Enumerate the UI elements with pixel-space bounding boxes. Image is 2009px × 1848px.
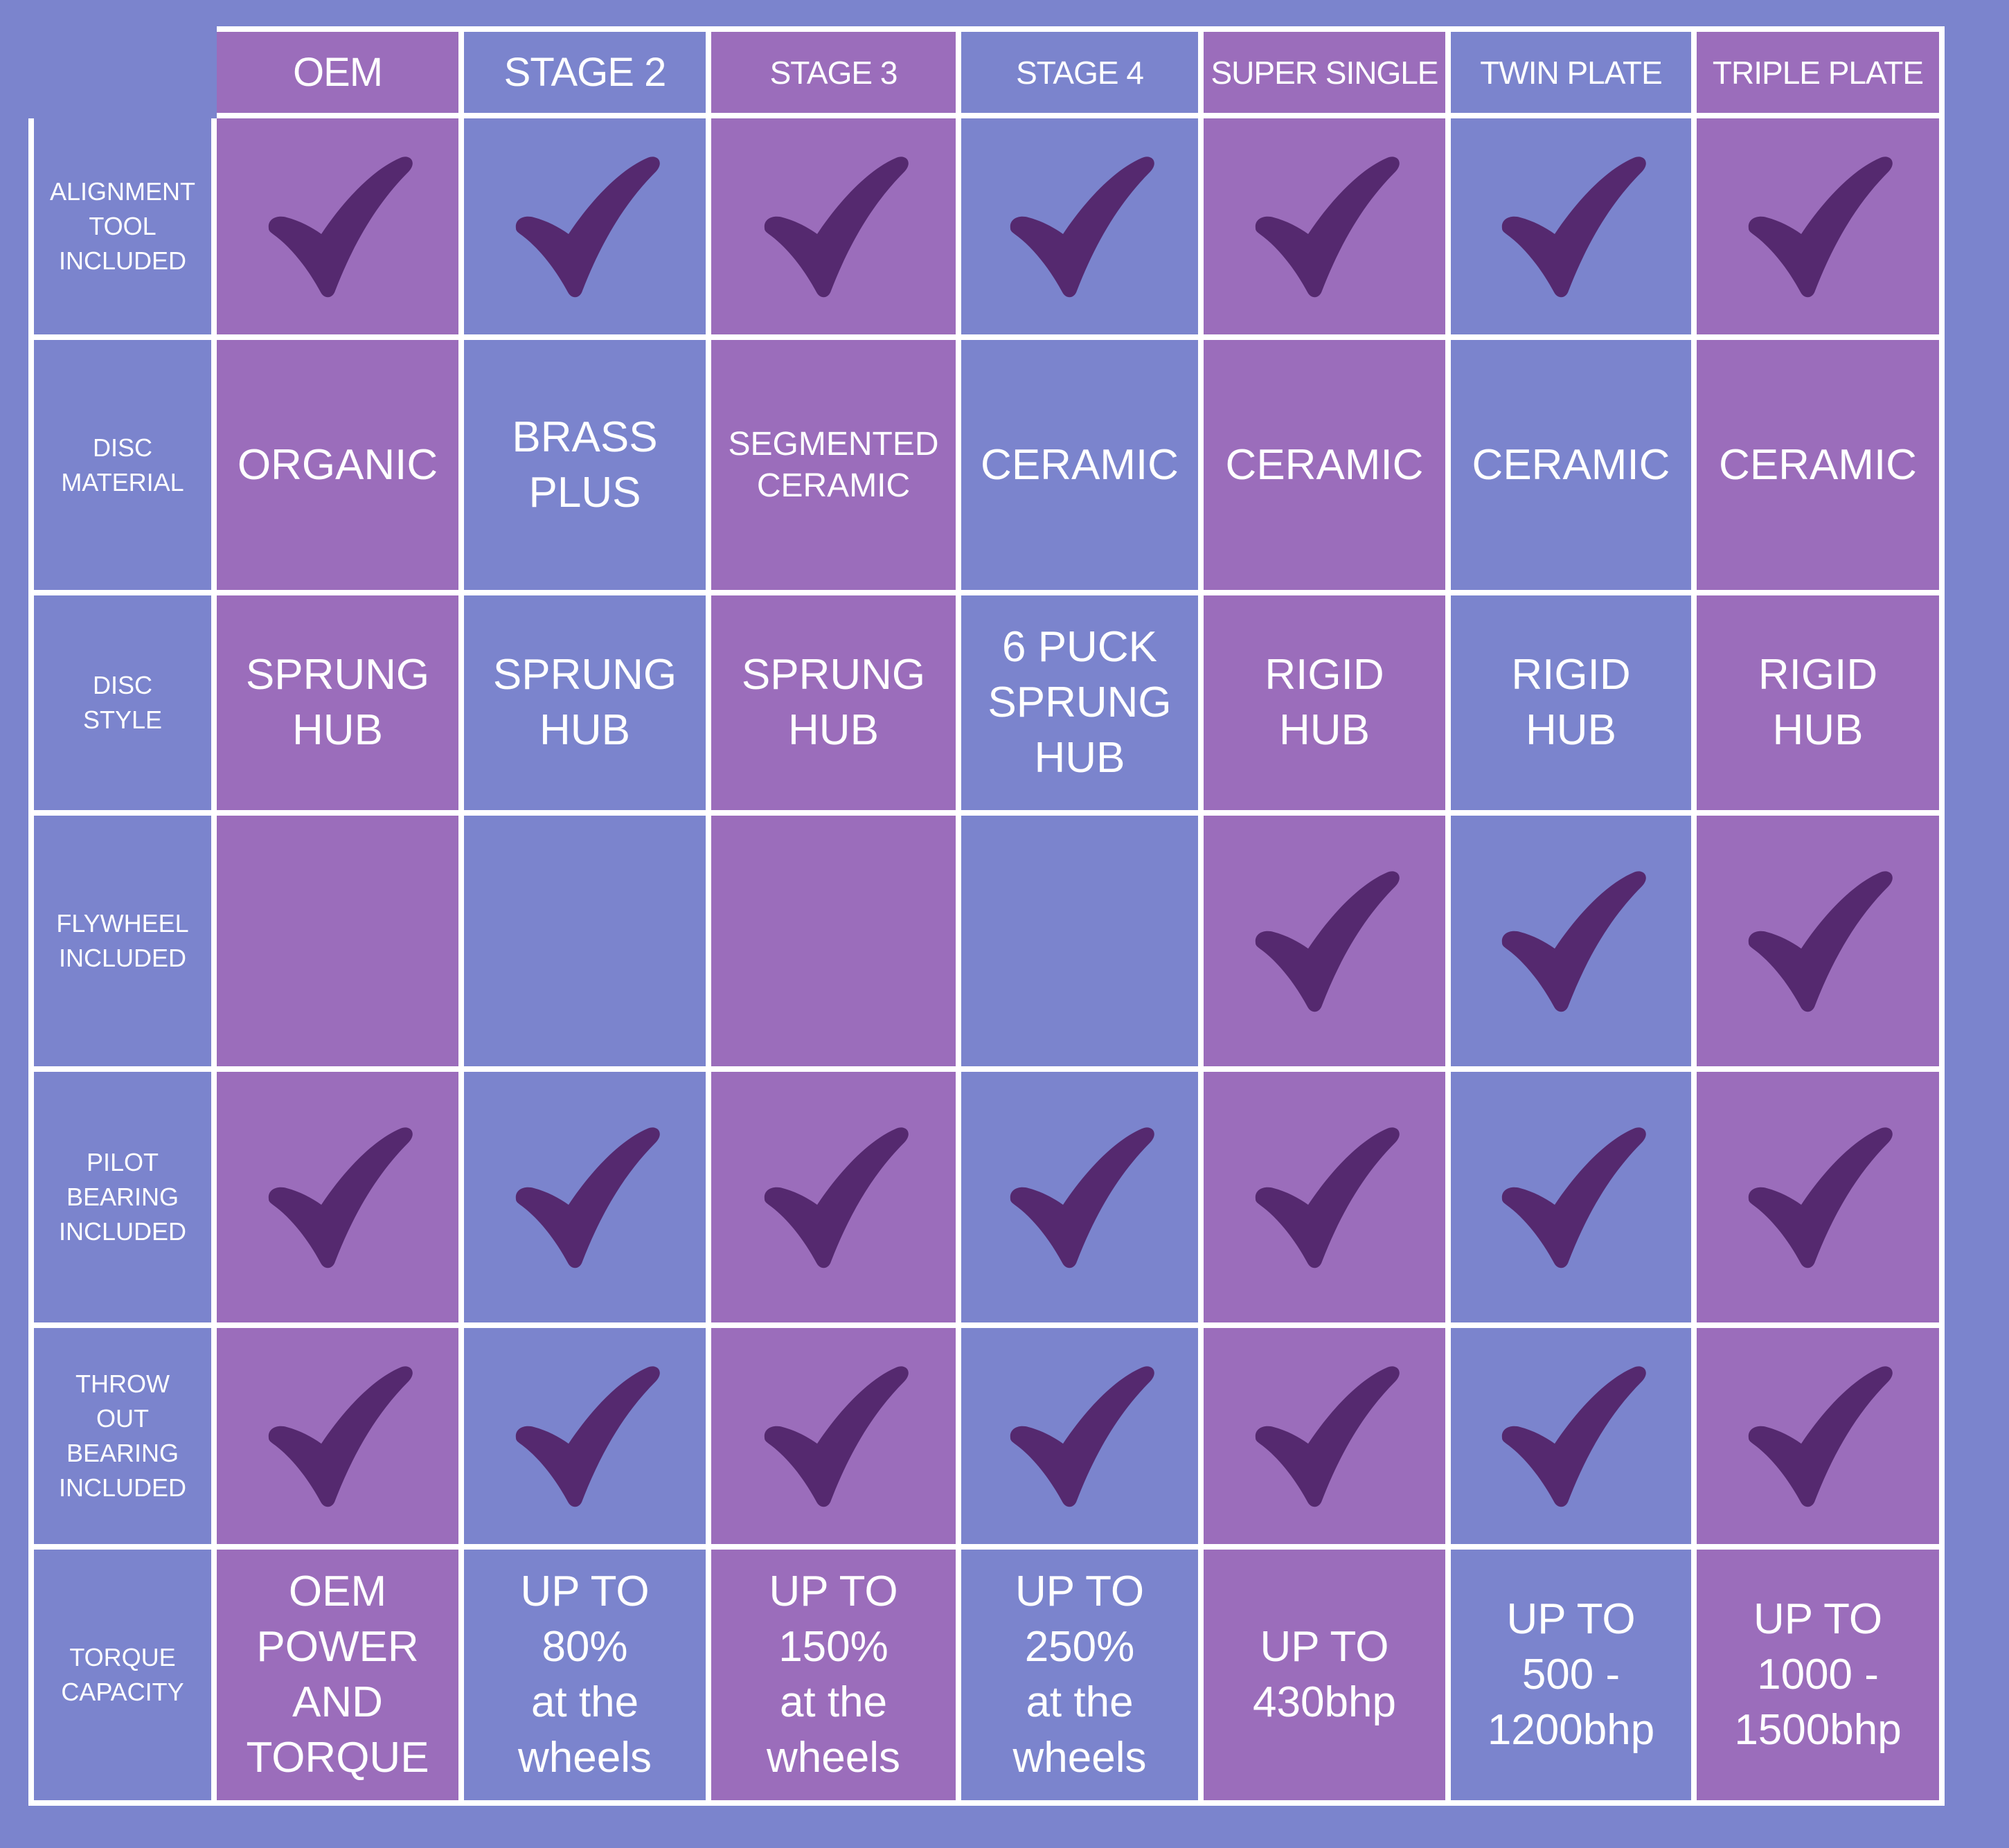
check-icon [268, 156, 413, 297]
row-label-disc-style: DISC STYLE [34, 595, 211, 810]
table-cell-value: ORGANIC [217, 340, 458, 590]
table-cell-value: CERAMIC [961, 340, 1198, 590]
table-cell-check [1697, 1072, 1939, 1322]
table-cell-value: SEGMENTED CERAMIC [711, 340, 956, 590]
check-icon [515, 1127, 660, 1268]
table-cell-value: UP TO 80% at the wheels [464, 1550, 706, 1800]
table-cell-check [217, 1072, 458, 1322]
table-cell-value: CERAMIC [1204, 340, 1445, 590]
check-icon [764, 1365, 909, 1507]
check-icon [1255, 870, 1400, 1012]
table-cell-check [1451, 816, 1691, 1066]
table-corner [28, 26, 217, 118]
check-icon [1748, 1127, 1893, 1268]
table-cell-value: CERAMIC [1451, 340, 1691, 590]
check-icon [268, 1365, 413, 1507]
column-header-stage-4: STAGE 4 [961, 32, 1198, 113]
table-cell-empty [711, 816, 956, 1066]
table-cell-value: OEM POWER AND TORQUE [217, 1550, 458, 1800]
table-cell-check [711, 1072, 956, 1322]
check-icon [1748, 156, 1893, 297]
row-label-disc-material: DISC MATERIAL [34, 340, 211, 590]
table-cell-empty [217, 816, 458, 1066]
check-icon [1010, 156, 1154, 297]
row-label-alignment-tool-included: ALIGNMENT TOOL INCLUDED [34, 118, 211, 334]
table-cell-check [217, 118, 458, 334]
check-icon [1255, 1365, 1400, 1507]
check-icon [1501, 156, 1646, 297]
check-icon [515, 1365, 660, 1507]
table-cell-value: SPRUNG HUB [217, 595, 458, 810]
table-cell-value: UP TO 430bhp [1204, 1550, 1445, 1800]
column-header-oem: OEM [217, 32, 458, 113]
check-icon [1501, 1127, 1646, 1268]
row-label-throw-out-bearing-included: THROW OUT BEARING INCLUDED [34, 1328, 211, 1544]
table-cell-check [1204, 816, 1445, 1066]
column-header-twin-plate: TWIN PLATE [1451, 32, 1691, 113]
table-cell-value: UP TO 250% at the wheels [961, 1550, 1198, 1800]
table-cell-check [961, 118, 1198, 334]
row-label-flywheel-included: FLYWHEEL INCLUDED [34, 816, 211, 1066]
table-cell-check [961, 1328, 1198, 1544]
column-header-super-single: SUPER SINGLE [1204, 32, 1445, 113]
table-cell-check [1204, 118, 1445, 334]
column-header-stage-3: STAGE 3 [711, 32, 956, 113]
row-label-torque-capacity: TORQUE CAPACITY [34, 1550, 211, 1800]
check-icon [1748, 1365, 1893, 1507]
check-icon [1501, 870, 1646, 1012]
table-cell-value: RIGID HUB [1204, 595, 1445, 810]
table-cell-check [1697, 816, 1939, 1066]
column-header-triple-plate: TRIPLE PLATE [1697, 32, 1939, 113]
table-cell-check [1451, 1072, 1691, 1322]
check-icon [764, 1127, 909, 1268]
check-icon [268, 1127, 413, 1268]
table-cell-empty [961, 816, 1198, 1066]
table-cell-value: SPRUNG HUB [711, 595, 956, 810]
table-cell-check [464, 1328, 706, 1544]
check-icon [1748, 870, 1893, 1012]
table-cell-check [464, 118, 706, 334]
table-cell-value: UP TO 150% at the wheels [711, 1550, 956, 1800]
table-cell-value: BRASS PLUS [464, 340, 706, 590]
table-cell-check [217, 1328, 458, 1544]
check-icon [1010, 1365, 1154, 1507]
table-cell-empty [464, 816, 706, 1066]
check-icon [764, 156, 909, 297]
check-icon [1255, 156, 1400, 297]
row-label-pilot-bearing-included: PILOT BEARING INCLUDED [34, 1072, 211, 1322]
table-cell-value: RIGID HUB [1697, 595, 1939, 810]
table-cell-value: RIGID HUB [1451, 595, 1691, 810]
clutch-comparison-table: OEM STAGE 2 STAGE 3 STAGE 4 SUPER SINGLE… [28, 26, 1945, 1806]
table-cell-value: 6 PUCK SPRUNG HUB [961, 595, 1198, 810]
table-cell-check [1697, 118, 1939, 334]
table-cell-check [1204, 1328, 1445, 1544]
column-header-stage-2: STAGE 2 [464, 32, 706, 113]
table-cell-value: UP TO 500 - 1200bhp [1451, 1550, 1691, 1800]
table-cell-value: SPRUNG HUB [464, 595, 706, 810]
check-icon [1010, 1127, 1154, 1268]
table-cell-value: CERAMIC [1697, 340, 1939, 590]
table-cell-check [711, 118, 956, 334]
table-cell-check [1451, 1328, 1691, 1544]
table-cell-check [1204, 1072, 1445, 1322]
table-cell-value: UP TO 1000 - 1500bhp [1697, 1550, 1939, 1800]
table-cell-check [464, 1072, 706, 1322]
check-icon [1255, 1127, 1400, 1268]
table-cell-check [711, 1328, 956, 1544]
table-cell-check [1697, 1328, 1939, 1544]
check-icon [1501, 1365, 1646, 1507]
table-cell-check [1451, 118, 1691, 334]
check-icon [515, 156, 660, 297]
table-cell-check [961, 1072, 1198, 1322]
